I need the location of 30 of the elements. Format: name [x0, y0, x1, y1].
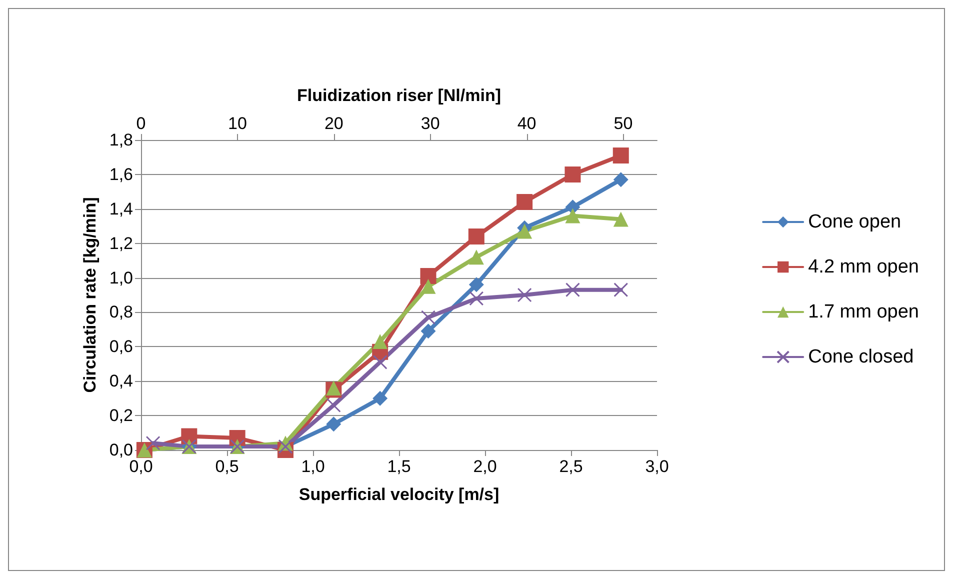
x2-tick-label: 40	[517, 114, 536, 133]
y-tick-label: 1,8	[109, 130, 133, 150]
x2-axis-title: Fluidization riser [Nl/min]	[296, 86, 502, 105]
x-axis-title: Superficial velocity [m/s]	[298, 485, 500, 504]
y-tick-label: 0,4	[109, 372, 133, 391]
x-tick-label: 1,5	[387, 457, 411, 476]
x-tick-label: 1,0	[301, 457, 325, 476]
legend-label: 4.2 mm open	[808, 256, 920, 278]
x-tick-label: 2,5	[559, 457, 583, 476]
y-tick-label: 0,0	[109, 440, 133, 460]
y-tick-label: 1,6	[109, 164, 133, 184]
x2-tick-label: 0	[136, 114, 146, 133]
x2-tick-label: 10	[228, 114, 247, 133]
y-tick-label: 1,4	[109, 199, 133, 218]
x2-tick-label: 50	[614, 114, 633, 133]
legend-label: Cone open	[808, 212, 902, 232]
x-tick-label: 0,0	[129, 457, 153, 476]
y-tick-label: 1,0	[109, 268, 133, 288]
legend-label: 1.7 mm open	[808, 302, 920, 322]
x-tick-label: 2,0	[473, 457, 497, 476]
y-tick-label: 0,8	[109, 302, 133, 322]
y-tick-label: 0,6	[109, 337, 133, 356]
x-tick-label: 0,5	[215, 457, 239, 476]
x-tick-label: 3,0	[645, 457, 669, 476]
y-tick-label: 0,2	[109, 406, 133, 426]
x2-tick-label: 30	[420, 114, 440, 133]
x2-tick-label: 20	[324, 114, 344, 133]
y-axis-title: Circulation rate [kg/min]	[80, 197, 100, 393]
y-tick-label: 1,2	[109, 234, 133, 253]
legend-label: Cone closed	[808, 346, 914, 368]
